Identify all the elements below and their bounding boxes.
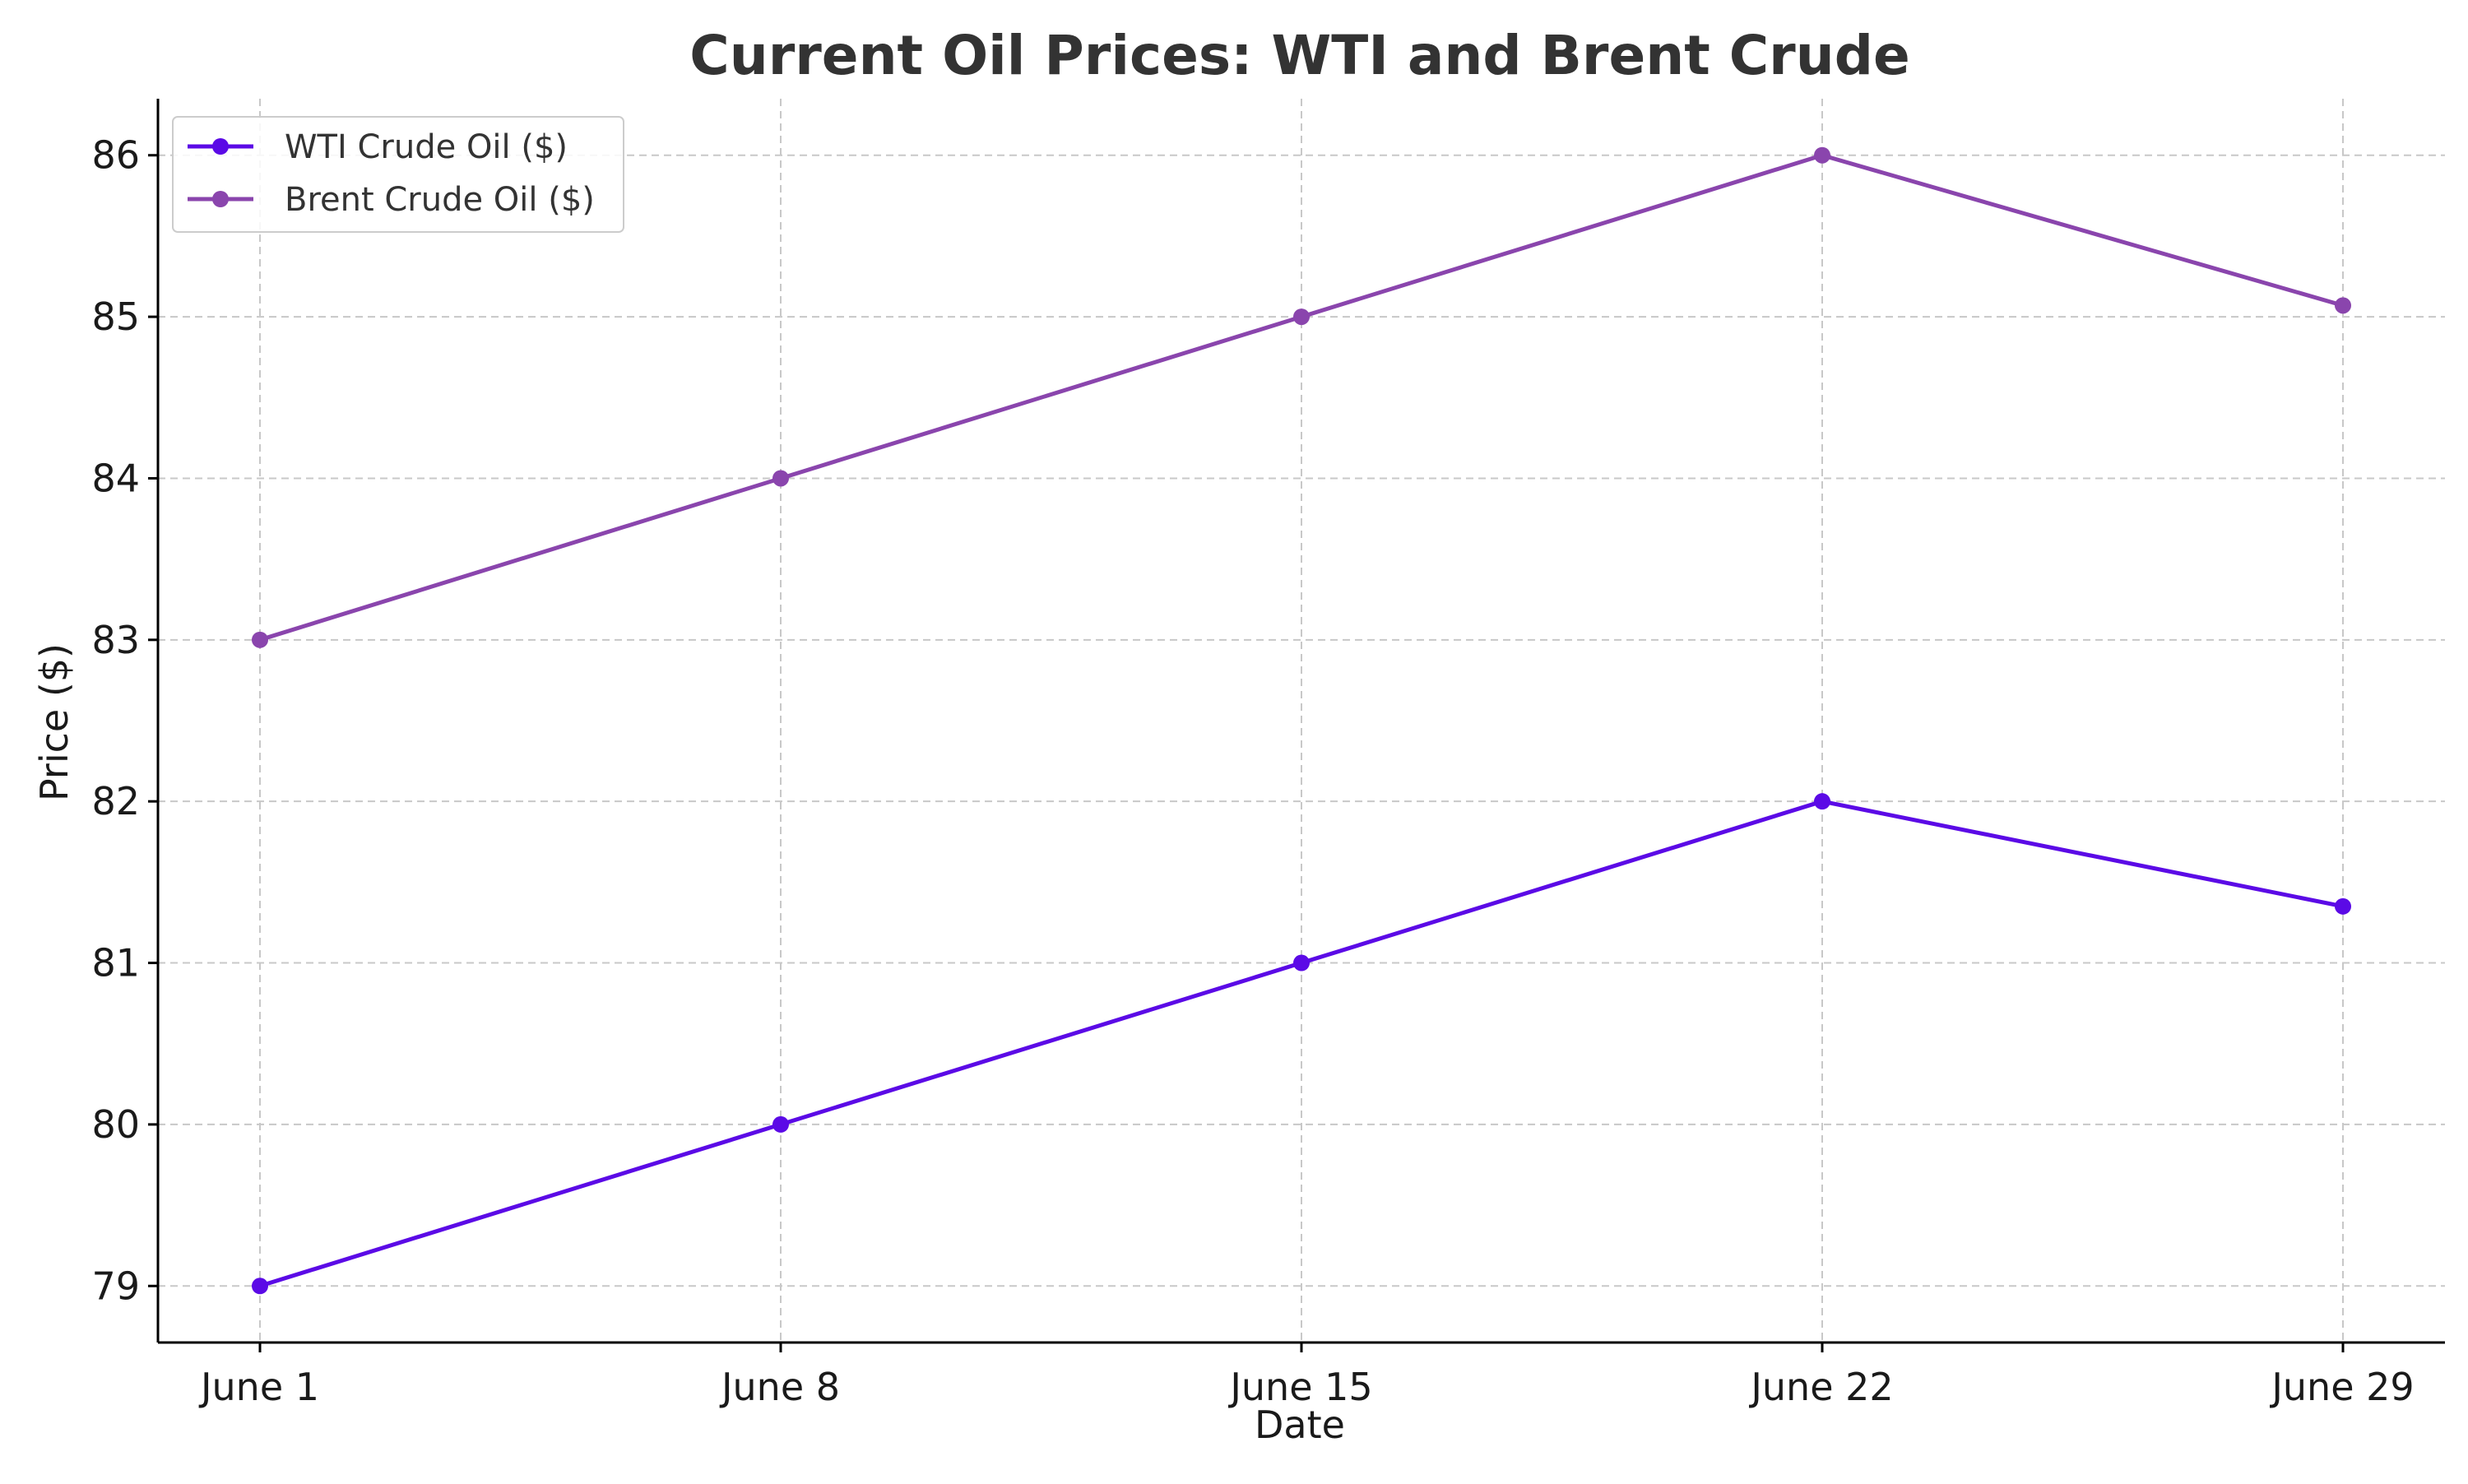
legend-item: Brent Crude Oil ($) bbox=[188, 181, 595, 219]
y-tick-label: 86 bbox=[91, 133, 140, 178]
data-point bbox=[2335, 897, 2351, 915]
y-tick-label: 85 bbox=[91, 294, 140, 339]
data-point bbox=[1814, 146, 1830, 164]
x-tick-label: June 1 bbox=[198, 1365, 319, 1409]
data-point bbox=[772, 1115, 789, 1133]
data-point bbox=[252, 631, 268, 648]
data-point bbox=[252, 1278, 268, 1295]
y-tick-label: 79 bbox=[91, 1264, 140, 1308]
x-tick-label: June 8 bbox=[719, 1365, 840, 1409]
series-2 bbox=[252, 146, 2351, 648]
data-point bbox=[1293, 954, 1310, 972]
y-tick-label: 84 bbox=[91, 456, 140, 500]
y-tick-label: 83 bbox=[91, 618, 140, 662]
y-tick-label: 82 bbox=[91, 779, 140, 823]
series-1 bbox=[252, 793, 2351, 1295]
data-point bbox=[1293, 308, 1310, 326]
data-point bbox=[772, 470, 789, 487]
x-axis-label: Date bbox=[1255, 1403, 1345, 1447]
x-tick-label: June 29 bbox=[2269, 1365, 2414, 1409]
series-layer bbox=[252, 146, 2351, 1295]
chart-title: Current Oil Prices: WTI and Brent Crude bbox=[689, 24, 1909, 87]
legend-swatch-marker bbox=[212, 138, 229, 155]
axes: 79 80 81 82 83 84 85 86 June 1 June 8 June 15 June … bbox=[91, 99, 2445, 1409]
x-tick-label: June 22 bbox=[1748, 1365, 1893, 1409]
legend-swatch-marker bbox=[212, 191, 229, 207]
legend-item: WTI Crude Oil ($) bbox=[188, 128, 568, 166]
data-point bbox=[2335, 297, 2351, 314]
legend-label: Brent Crude Oil ($) bbox=[285, 181, 595, 219]
y-tick-label: 81 bbox=[91, 941, 140, 985]
y-tick-label: 80 bbox=[91, 1102, 140, 1147]
legend-label: WTI Crude Oil ($) bbox=[285, 128, 568, 166]
y-axis-label: Price ($) bbox=[32, 643, 77, 801]
legend: WTI Crude Oil ($) Brent Crude Oil ($) bbox=[172, 116, 624, 233]
grid bbox=[158, 99, 2445, 1343]
data-point bbox=[1814, 793, 1830, 810]
legend-box bbox=[172, 116, 624, 233]
x-tick-label: June 15 bbox=[1227, 1365, 1372, 1409]
